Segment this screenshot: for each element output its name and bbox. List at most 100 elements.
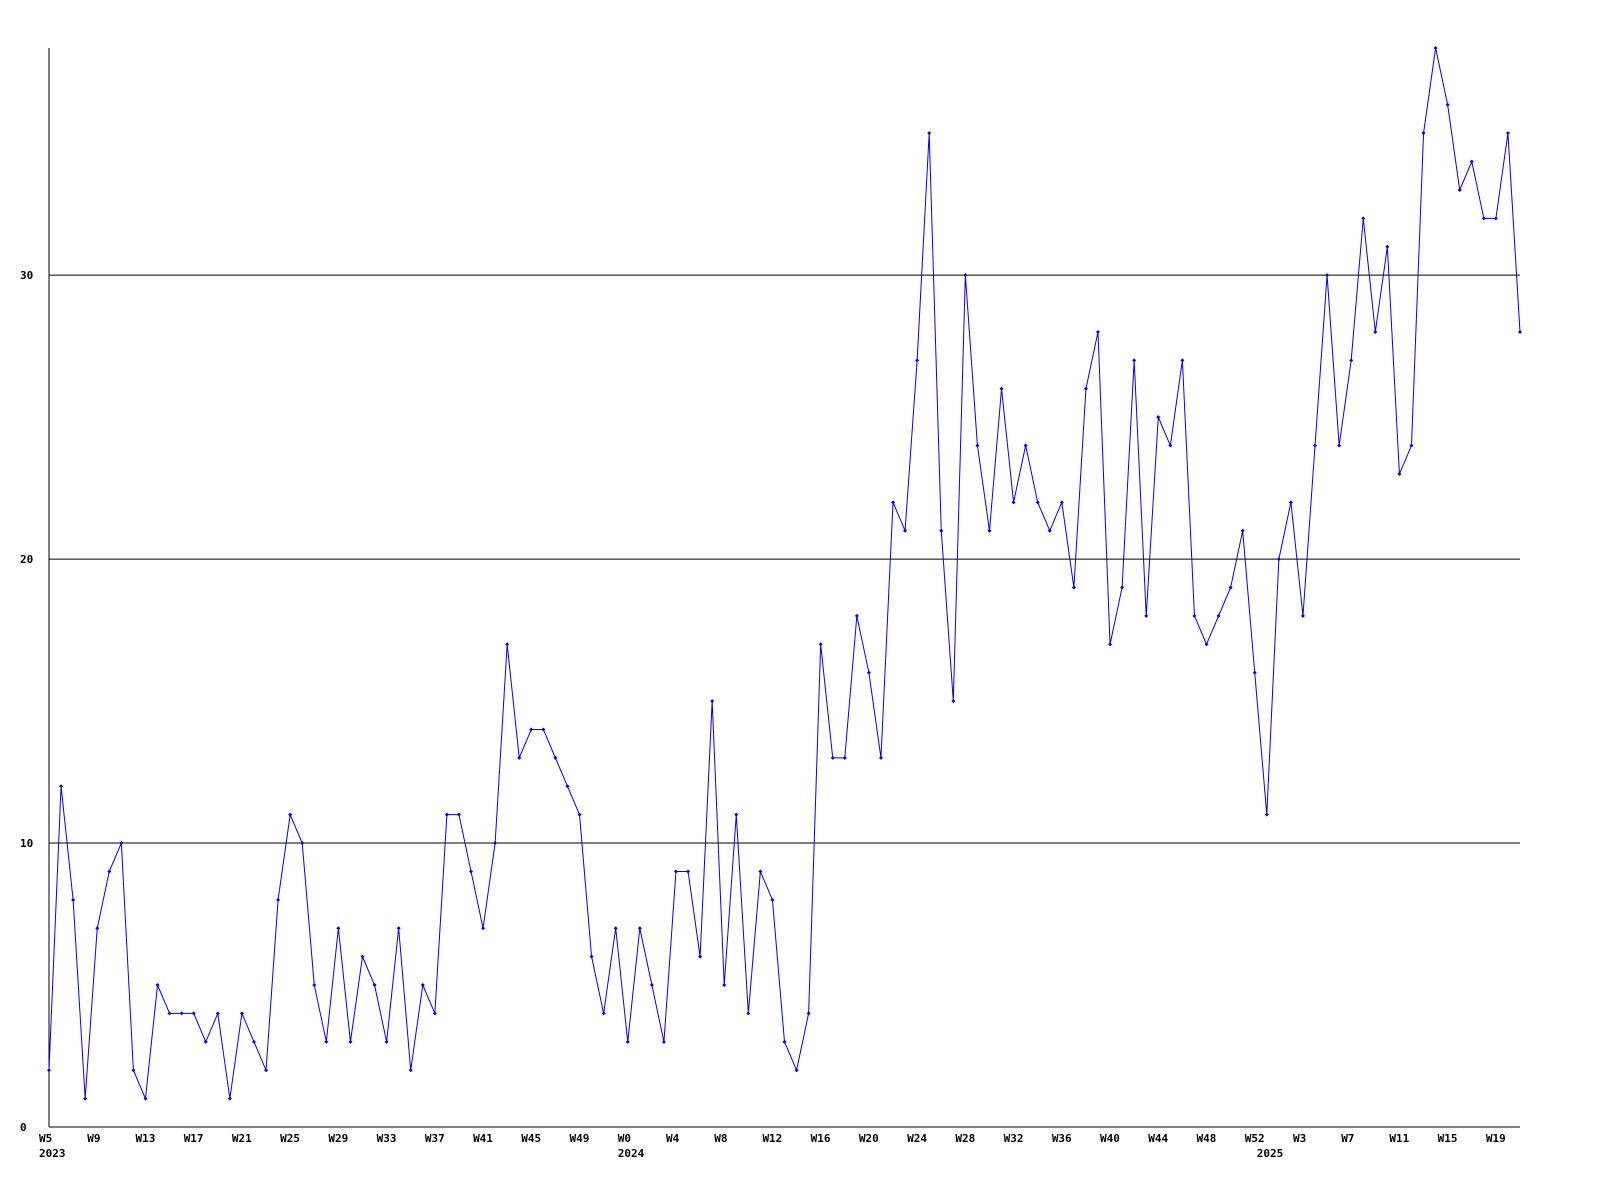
x-tick-label: W21: [232, 1132, 252, 1145]
point: [227, 1096, 232, 1101]
point: [348, 1039, 353, 1044]
point: [239, 1011, 244, 1016]
point: [842, 755, 847, 760]
point: [481, 926, 486, 931]
point: [746, 1011, 751, 1016]
x-tick-label: W49: [570, 1132, 590, 1145]
point: [577, 812, 582, 817]
point: [1047, 528, 1052, 533]
point: [734, 812, 739, 817]
point: [939, 528, 944, 533]
point: [637, 926, 642, 931]
point: [493, 841, 498, 846]
x-tick-label: W12: [762, 1132, 782, 1145]
point: [565, 784, 570, 789]
point: [553, 755, 558, 760]
point: [179, 1011, 184, 1016]
point: [1397, 471, 1402, 476]
x-tick-label: W33: [377, 1132, 397, 1145]
point: [251, 1039, 256, 1044]
point: [276, 897, 281, 902]
point: [1095, 329, 1100, 334]
point: [432, 1011, 437, 1016]
point: [83, 1096, 88, 1101]
point: [1132, 358, 1137, 363]
point: [927, 131, 932, 136]
point: [1445, 102, 1450, 107]
x-tick-label: W25: [280, 1132, 300, 1145]
point: [903, 528, 908, 533]
point: [999, 386, 1004, 391]
point: [408, 1068, 413, 1073]
point: [444, 812, 449, 817]
x-tick-label: W11: [1389, 1132, 1409, 1145]
point: [1192, 613, 1197, 618]
point: [1409, 443, 1414, 448]
point: [300, 841, 305, 846]
y-tick-label: 30: [20, 269, 33, 282]
x-tick-label: W16: [811, 1132, 831, 1145]
point: [758, 869, 763, 874]
point: [1385, 244, 1390, 249]
point: [1011, 500, 1016, 505]
point: [1505, 131, 1510, 136]
point: [143, 1096, 148, 1101]
x-tick-label: W4: [666, 1132, 680, 1145]
point: [1156, 415, 1161, 420]
x-tick-label: W45: [521, 1132, 541, 1145]
line: [48, 47, 1521, 1101]
x-tick-label: W36: [1052, 1132, 1072, 1145]
point: [1035, 500, 1040, 505]
point: [806, 1011, 811, 1016]
point: [601, 1011, 606, 1016]
x-tick-label: W8: [714, 1132, 727, 1145]
point: [1228, 585, 1233, 590]
x-tick-label: W7: [1341, 1132, 1354, 1145]
point: [119, 841, 124, 846]
point: [95, 926, 100, 931]
point: [975, 443, 980, 448]
x-tick-label: W32: [1004, 1132, 1024, 1145]
point: [312, 983, 317, 988]
x-tick-label: W17: [184, 1132, 204, 1145]
point: [1421, 131, 1426, 136]
x-tick-label: W19: [1486, 1132, 1506, 1145]
point: [1059, 500, 1064, 505]
point: [1469, 159, 1474, 164]
point: [770, 897, 775, 902]
point: [915, 358, 920, 363]
point: [1204, 642, 1209, 647]
x-tick-label: W24: [907, 1132, 927, 1145]
point: [673, 869, 678, 874]
point: [155, 983, 160, 988]
point: [372, 983, 377, 988]
point: [830, 755, 835, 760]
y-tick-label: 0: [20, 1121, 27, 1134]
point: [1300, 613, 1305, 618]
point: [878, 755, 883, 760]
point: [1457, 187, 1462, 192]
point: [131, 1068, 136, 1073]
point: [456, 812, 461, 817]
point: [47, 1068, 51, 1073]
point: [517, 755, 522, 760]
point: [1313, 443, 1318, 448]
point: [1252, 670, 1257, 675]
point: [1373, 329, 1378, 334]
point: [215, 1011, 220, 1016]
point: [324, 1039, 329, 1044]
x-tick-label: W3: [1293, 1132, 1306, 1145]
point: [1349, 358, 1354, 363]
point: [1337, 443, 1342, 448]
x-tick-label: W44: [1148, 1132, 1168, 1145]
point: [396, 926, 401, 931]
point: [264, 1068, 269, 1073]
point: [1108, 642, 1113, 647]
x-tick-label: W41: [473, 1132, 493, 1145]
x-tick-label: W9: [87, 1132, 100, 1145]
point: [360, 954, 365, 959]
x-tick-label: W20: [859, 1132, 879, 1145]
x-tick-label: W15: [1438, 1132, 1458, 1145]
point: [203, 1039, 208, 1044]
